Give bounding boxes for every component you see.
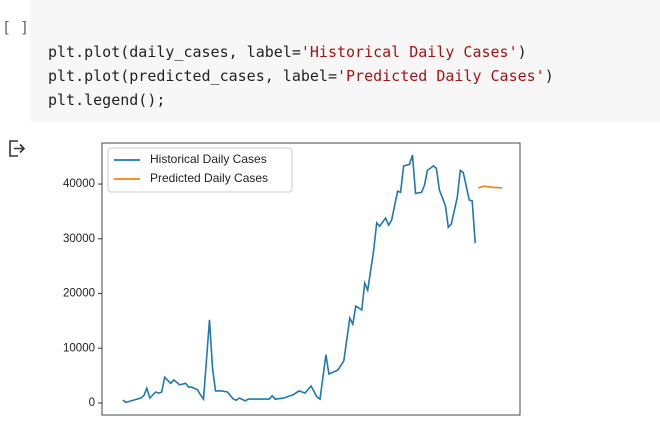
y-tick-label: 0 <box>89 397 95 409</box>
code-string: 'Predicted Daily Cases' <box>337 67 545 85</box>
legend-label: Historical Daily Cases <box>150 152 267 166</box>
legend-box <box>107 147 293 193</box>
legend-label: Predicted Daily Cases <box>150 171 268 185</box>
series-line <box>477 185 503 189</box>
code-cell <box>30 0 660 122</box>
code-token: ) <box>518 43 527 61</box>
y-tick-label: 30000 <box>63 233 95 245</box>
code-token: plt.plot(daily_cases, label= <box>48 43 301 61</box>
y-tick-label: 40000 <box>63 178 95 190</box>
code-string: 'Historical Daily Cases' <box>301 43 518 61</box>
code-token: ) <box>545 67 554 85</box>
code-token: plt.legend(); <box>48 91 165 109</box>
code-token: plt.plot(predicted_cases, label= <box>48 67 337 85</box>
code-line: plt.plot(predicted_cases, label='Predict… <box>48 67 554 85</box>
y-tick-label: 10000 <box>63 342 95 354</box>
cell-prompt[interactable]: [ ] <box>2 19 29 37</box>
chart: 0 10000 20000 30000 40000 Historical Daily Ca… <box>63 142 521 416</box>
code-line: plt.legend(); <box>48 91 165 109</box>
code: plt.plot(daily_cases, label='Historical … <box>48 43 554 109</box>
series-line <box>122 154 476 404</box>
output-icon[interactable] <box>9 140 26 157</box>
code-line: plt.plot(daily_cases, label='Historical … <box>48 43 527 61</box>
y-tick-label: 20000 <box>63 288 95 300</box>
